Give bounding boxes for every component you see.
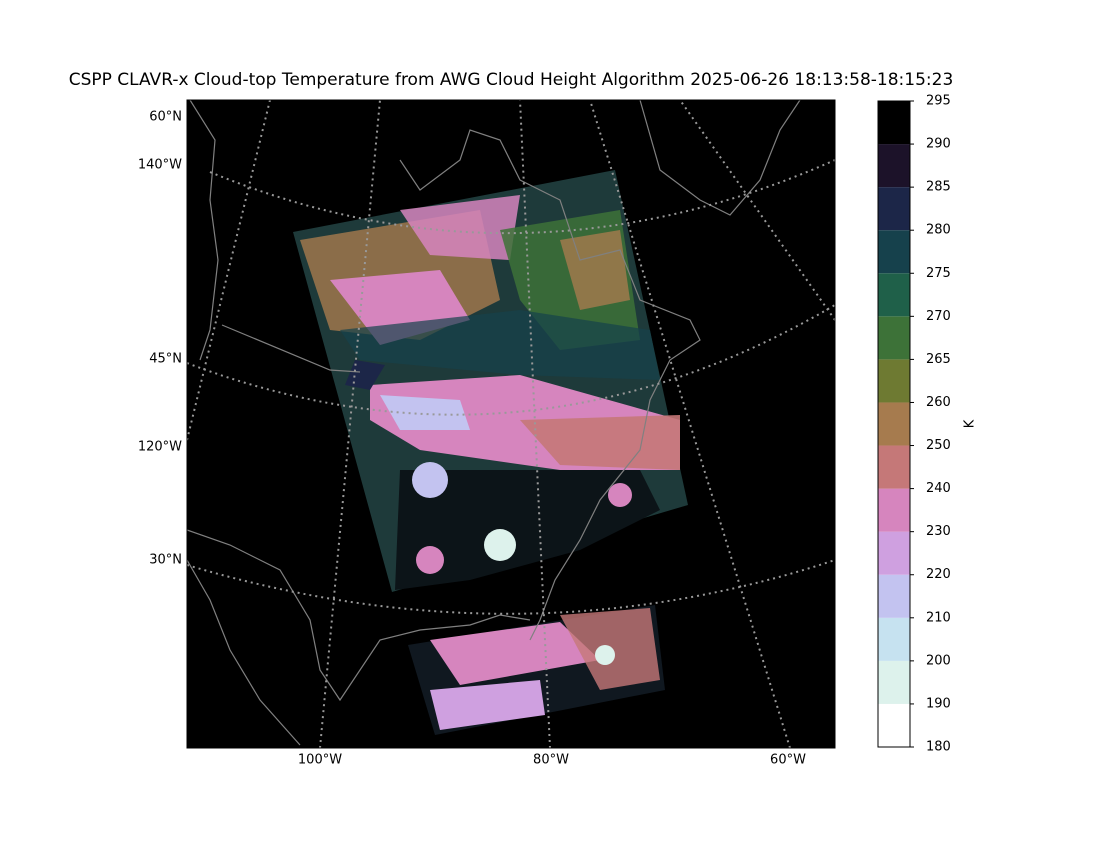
- colorbar-tick-label: 250: [926, 438, 951, 453]
- colorbar-segment: [878, 144, 910, 188]
- lon-label: 60°W: [770, 753, 806, 768]
- colorbar-tick-label: 220: [926, 567, 951, 582]
- colorbar-segment: [878, 660, 910, 704]
- map-content: [187, 100, 835, 748]
- lat-label: 60°N: [149, 110, 182, 125]
- colorbar-segment: [878, 617, 910, 661]
- colorbar-tick-label: 230: [926, 524, 951, 539]
- cloud-swath: [408, 605, 665, 735]
- colorbar-segment: [878, 187, 910, 231]
- colorbar-tick-label: 210: [926, 610, 951, 625]
- colorbar-segment: [878, 101, 910, 145]
- title: CSPP CLAVR-x Cloud-top Temperature from …: [69, 70, 954, 90]
- coastlines: [187, 100, 801, 746]
- lon-label: 140°W: [138, 158, 182, 173]
- colorbar-tick-label: 200: [926, 653, 951, 668]
- colorbar-segment: [878, 703, 910, 747]
- colorbar-tick-label: 290: [926, 137, 951, 152]
- colorbar-segment: [878, 531, 910, 575]
- graticule: [187, 100, 835, 748]
- colorbar-frame: [877, 100, 911, 748]
- colorbar-tick-label: 190: [926, 696, 951, 711]
- map-frame: [186, 99, 836, 749]
- colorbar-segment: [878, 445, 910, 489]
- colorbar-segment: [878, 316, 910, 360]
- colorbar-tick-label: 180: [926, 740, 951, 755]
- colorbar-tick-label: 240: [926, 481, 951, 496]
- lon-label: 100°W: [298, 753, 342, 768]
- colorbar-label: K: [963, 419, 978, 428]
- colorbar-segment: [878, 359, 910, 403]
- cloud-swath: [293, 170, 688, 592]
- lon-label: 120°W: [138, 440, 182, 455]
- colorbar-segment: [878, 273, 910, 317]
- colorbar-segment: [878, 402, 910, 446]
- colorbar-tick-label: 275: [926, 266, 951, 281]
- colorbar-tick-label: 265: [926, 352, 951, 367]
- colorbar-segment: [878, 230, 910, 274]
- colorbar-tick-label: 285: [926, 180, 951, 195]
- lon-label: 80°W: [533, 753, 569, 768]
- colorbar-segment: [878, 488, 910, 532]
- lat-label: 45°N: [149, 352, 182, 367]
- colorbar-tick-label: 270: [926, 309, 951, 324]
- colorbar-tick-label: 260: [926, 395, 951, 410]
- lat-label: 30°N: [149, 553, 182, 568]
- colorbar-tick-label: 295: [926, 94, 951, 109]
- colorbar-segment: [878, 574, 910, 618]
- colorbar-tick-label: 280: [926, 223, 951, 238]
